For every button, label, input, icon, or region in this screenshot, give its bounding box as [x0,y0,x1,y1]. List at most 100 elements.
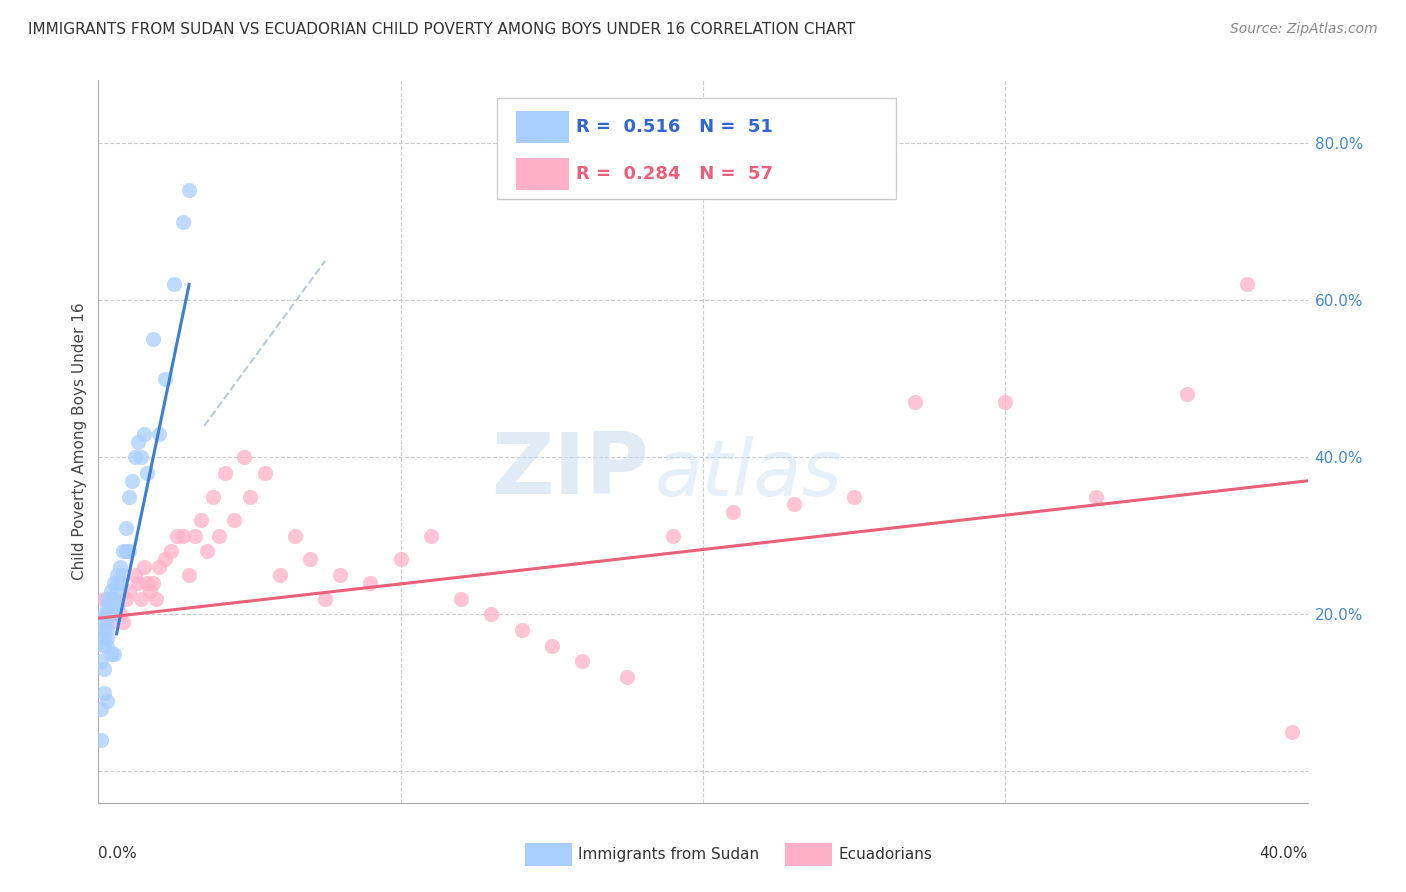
Point [142,575,165,590]
Point [224,513,246,527]
Point [121,474,143,488]
Point [148,560,170,574]
Point [214,466,236,480]
Point [118,490,141,504]
Point [450,591,472,606]
Point [153,552,176,566]
Point [114,521,136,535]
Point [124,568,146,582]
Text: IMMIGRANTS FROM SUDAN VS ECUADORIAN CHILD POVERTY AMONG BOYS UNDER 16 CORRELATIO: IMMIGRANTS FROM SUDAN VS ECUADORIAN CHIL… [28,22,855,37]
Point [172,214,194,228]
Point [166,529,188,543]
Point [96,599,118,614]
Point [179,183,201,197]
FancyBboxPatch shape [516,158,569,190]
Point [96,639,118,653]
Point [105,599,128,614]
FancyBboxPatch shape [516,112,569,143]
Point [208,529,231,543]
Point [96,631,118,645]
Point [195,544,218,558]
Point [1085,490,1108,504]
Point [96,591,118,606]
Point [100,591,122,606]
Point [253,466,276,480]
Point [153,372,176,386]
Point [132,426,155,441]
Point [844,490,866,504]
Point [145,591,167,606]
Point [135,575,157,590]
Point [103,607,125,622]
Point [100,615,122,630]
Point [571,655,593,669]
Point [142,333,165,347]
Text: atlas: atlas [655,436,842,512]
Point [783,497,806,511]
Point [299,552,322,566]
Point [124,450,146,465]
Point [93,631,115,645]
Text: Source: ZipAtlas.com: Source: ZipAtlas.com [1230,22,1378,37]
Point [90,733,112,747]
Point [132,560,155,574]
Point [93,662,115,676]
Point [100,583,122,598]
Point [108,575,131,590]
Point [100,599,122,614]
Text: R =  0.516   N =  51: R = 0.516 N = 51 [576,119,773,136]
Point [93,607,115,622]
Y-axis label: Child Poverty Among Boys Under 16: Child Poverty Among Boys Under 16 [72,302,87,581]
Point [148,426,170,441]
Point [103,591,125,606]
Point [108,560,131,574]
Point [389,552,412,566]
Text: 0.0%: 0.0% [98,847,138,861]
Point [239,490,262,504]
Text: R =  0.284   N =  57: R = 0.284 N = 57 [576,165,773,183]
FancyBboxPatch shape [498,98,897,200]
Point [127,575,149,590]
Point [111,544,134,558]
Point [190,513,212,527]
Point [90,701,112,715]
Point [510,623,533,637]
Point [184,529,207,543]
Point [994,395,1017,409]
Point [1281,725,1303,739]
FancyBboxPatch shape [785,843,832,865]
Point [93,591,115,606]
Text: 40.0%: 40.0% [1260,847,1308,861]
Point [90,655,112,669]
Point [904,395,927,409]
Point [103,599,125,614]
Point [616,670,638,684]
Point [661,529,683,543]
Point [118,544,141,558]
Point [329,568,352,582]
Point [420,529,443,543]
Point [284,529,307,543]
Text: ZIP: ZIP [491,429,648,512]
Point [108,607,131,622]
Point [160,544,183,558]
Point [118,583,141,598]
Text: Immigrants from Sudan: Immigrants from Sudan [578,847,759,862]
Point [105,599,128,614]
Point [269,568,291,582]
Point [93,639,115,653]
Point [111,568,134,582]
Point [314,591,336,606]
Point [179,568,201,582]
Point [105,583,128,598]
Point [105,575,128,590]
Point [163,277,186,292]
Point [129,591,152,606]
Point [96,607,118,622]
Point [96,623,118,637]
Point [103,591,125,606]
Point [540,639,562,653]
Point [202,490,225,504]
Text: Ecuadorians: Ecuadorians [838,847,932,862]
Point [114,591,136,606]
